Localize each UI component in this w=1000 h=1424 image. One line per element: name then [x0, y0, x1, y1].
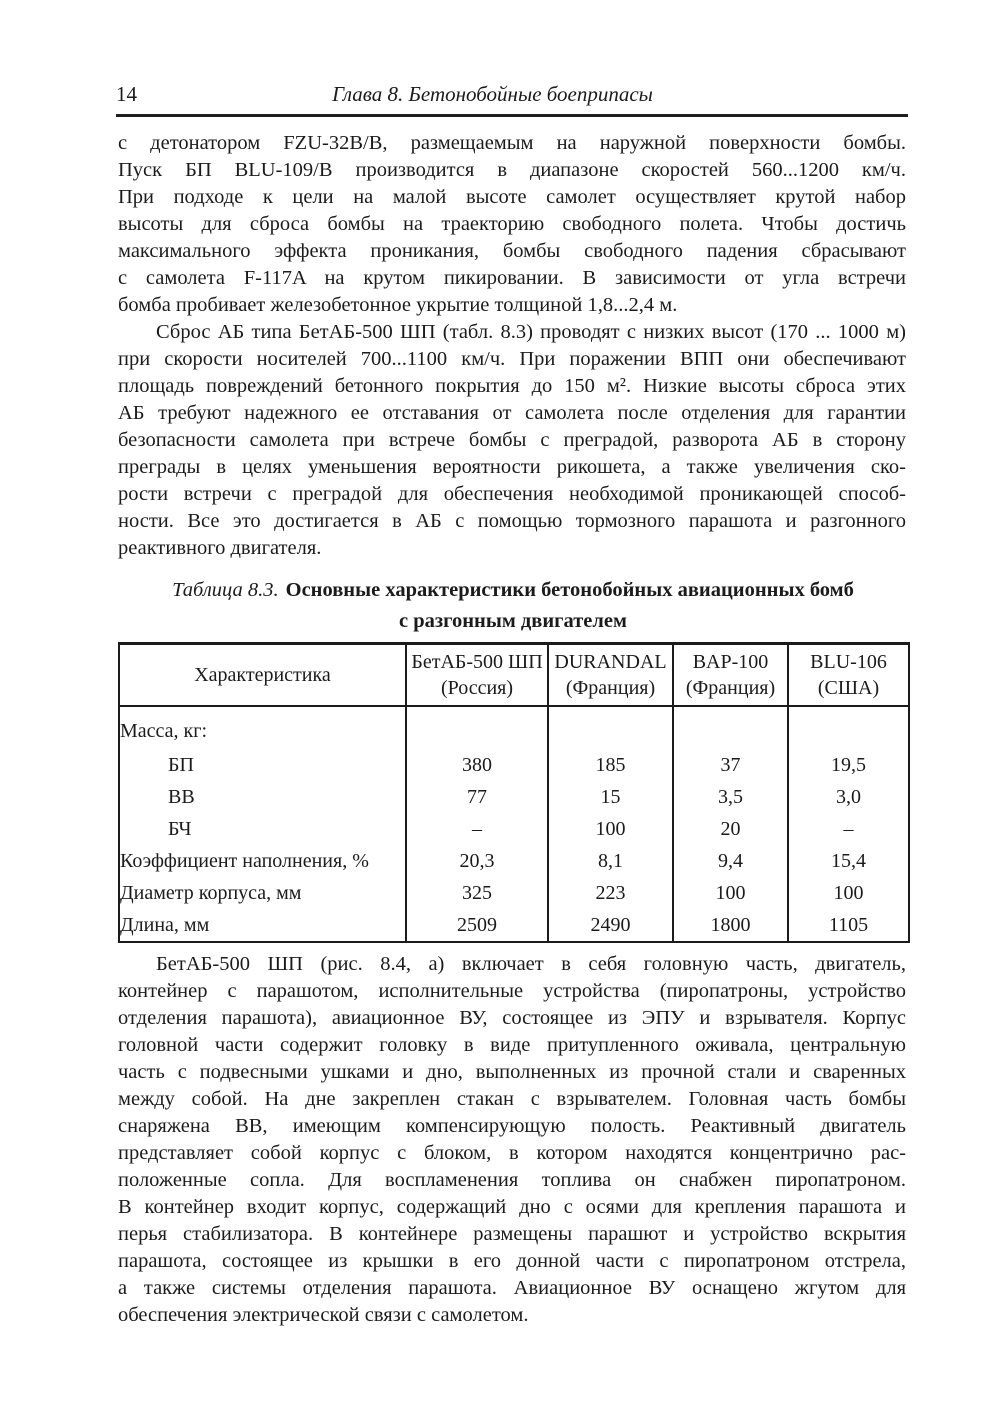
text-line: максимального эффекта проникания, бомбы …	[118, 240, 906, 262]
column-header-line: BAP-100	[692, 651, 769, 673]
text-line: площадь повреждений бетонного покрытия д…	[118, 375, 906, 397]
table-caption: Таблица 8.3. Основные характеристики бето…	[118, 575, 908, 637]
table-caption-title-line2: с разгонным двигателем	[399, 610, 627, 632]
table-cell: 8,1	[547, 845, 673, 877]
table-cell: 223	[547, 877, 673, 909]
table-cell: 20	[672, 813, 788, 845]
body-text-block-1: с детонатором FZU-32B/B, размещаемым на …	[118, 130, 906, 562]
table-cell: 100	[547, 813, 673, 845]
table-cell: 2490	[547, 909, 673, 942]
text-line: представляет собой корпус с блоком, в ко…	[118, 1142, 906, 1164]
text-line: между собой. На дне закреплен стакан с в…	[118, 1088, 906, 1110]
table-cell: 2509	[405, 909, 548, 942]
row-label: Длина, мм	[120, 913, 210, 936]
text-line: головной части содержит головку в виде п…	[118, 1034, 906, 1056]
table-caption-number: Таблица 8.3.	[172, 579, 279, 601]
row-label: Коэффициент наполнения, %	[120, 849, 369, 872]
text-line: реактивного двигателя.	[118, 537, 322, 559]
table-cell: 3,0	[787, 781, 909, 813]
table-row: Коэффициент наполнения, % 20,3 8,1 9,4 1…	[119, 845, 909, 877]
text-line: высоты для сброса бомбы на траекторию св…	[118, 213, 906, 235]
column-header-line: BLU-106	[810, 651, 887, 673]
text-line: перья стабилизатора. В контейнере размещ…	[118, 1223, 906, 1245]
chapter-title: Глава 8. Бетонобойные боеприпасы	[332, 82, 653, 106]
table-cell	[405, 706, 548, 749]
column-header-blu-106: BLU-106 (США)	[787, 643, 909, 707]
table-cell: 37	[672, 749, 788, 781]
text-line: с детонатором FZU-32B/B, размещаемым на …	[118, 132, 906, 154]
table-cell: 19,5	[787, 749, 909, 781]
table-row: Масса, кг:	[119, 706, 909, 749]
column-header-bap-100: BAP-100 (Франция)	[672, 643, 788, 707]
table-cell	[787, 706, 909, 749]
table-cell: 100	[672, 877, 788, 909]
table-cell	[547, 706, 673, 749]
table-cell: 20,3	[405, 845, 548, 877]
body-text-block-2: БетАБ-500 ШП (рис. 8.4, а) включает в се…	[118, 951, 906, 1329]
text-line: а также системы отделения парашота. Авиа…	[118, 1277, 906, 1299]
table-cell: 3,5	[672, 781, 788, 813]
text-line: Пуск БП BLU-109/B производится в диапазо…	[118, 159, 906, 181]
table-cell: 15,4	[787, 845, 909, 877]
page-number: 14	[116, 82, 137, 106]
row-label: ВВ	[168, 785, 195, 808]
row-label: Масса, кг:	[120, 719, 208, 742]
text-line: парашота, состоящее из крышки в его донн…	[118, 1250, 906, 1272]
column-header-line: (Франция)	[565, 677, 656, 699]
text-line: обеспечения электрической связи с самоле…	[118, 1304, 529, 1326]
table-cell: 325	[405, 877, 548, 909]
text-line: преграды в целях уменьшения вероятности …	[118, 456, 906, 478]
row-label: Диаметр корпуса, мм	[120, 881, 302, 904]
text-line: рости встречи с преградой для обеспечени…	[118, 483, 906, 505]
running-head: 14 Глава 8. Бетонобойные боеприпасы	[116, 82, 908, 117]
row-label: БП	[168, 753, 194, 776]
table-row: ВВ 77 15 3,5 3,0	[119, 781, 909, 813]
text-line: контейнер с парашотом, исполнительные ус…	[118, 980, 906, 1002]
table-cell: 100	[787, 877, 909, 909]
text-line: АБ требуют надежного ее отставания от са…	[118, 402, 906, 424]
text-line: В контейнер входит корпус, содержащий дн…	[118, 1196, 906, 1218]
characteristics-table: Характеристика БетАБ-500 ШП (Россия) DUR…	[118, 642, 910, 943]
table-row: БП 380 185 37 19,5	[119, 749, 909, 781]
text-line: При подходе к цели на малой высоте самол…	[118, 186, 906, 208]
table-row: Длина, мм 2509 2490 1800 1105	[119, 909, 909, 942]
text-line: отделения парашота), авиационное ВУ, сос…	[118, 1007, 906, 1029]
text-line: ности. Все это достигается в АБ с помощь…	[118, 510, 906, 532]
table-caption-title-line1: Основные характеристики бетонобойных ави…	[285, 579, 854, 601]
column-header-line: (Россия)	[440, 677, 514, 699]
text-line: бомба пробивает железобетонное укрытие т…	[118, 294, 678, 316]
table-cell	[672, 706, 788, 749]
column-header-line: БетАБ-500 ШП	[411, 651, 543, 673]
table-cell: –	[405, 813, 548, 845]
table-cell: 185	[547, 749, 673, 781]
table-cell: 1105	[787, 909, 909, 942]
table-row: Диаметр корпуса, мм 325 223 100 100	[119, 877, 909, 909]
table-cell: 1800	[672, 909, 788, 942]
column-header-betab-500: БетАБ-500 ШП (Россия)	[405, 643, 548, 707]
text-line: безопасности самолета при встрече бомбы …	[118, 429, 906, 451]
table-cell: 15	[547, 781, 673, 813]
text-line: БетАБ-500 ШП (рис. 8.4, а) включает в се…	[156, 953, 906, 975]
table-cell: 9,4	[672, 845, 788, 877]
text-line: положенные сопла. Для воспламенения топл…	[118, 1169, 906, 1191]
text-line: часть с подвесными ушками и дно, выполне…	[118, 1061, 906, 1083]
column-header-line: (США)	[817, 677, 880, 699]
table-cell: 77	[405, 781, 548, 813]
column-header-characteristic: Характеристика	[119, 643, 406, 707]
table-header-row: Характеристика БетАБ-500 ШП (Россия) DUR…	[119, 643, 909, 707]
text-line: при скорости носителей 700...1100 км/ч. …	[118, 348, 906, 370]
table-row: БЧ – 100 20 –	[119, 813, 909, 845]
column-header-line: DURANDAL	[554, 651, 667, 673]
text-line: снаряжена ВВ, имеющим компенсирующую пол…	[118, 1115, 906, 1137]
column-header-line: (Франция)	[685, 677, 776, 699]
column-header-durandal: DURANDAL (Франция)	[547, 643, 673, 707]
table-cell: 380	[405, 749, 548, 781]
table-cell: –	[787, 813, 909, 845]
text-line: Сброс АБ типа БетАБ-500 ШП (табл. 8.3) п…	[156, 321, 906, 343]
text-line: с самолета F-117A на крутом пикировании.…	[118, 267, 906, 289]
row-label: БЧ	[168, 817, 192, 840]
